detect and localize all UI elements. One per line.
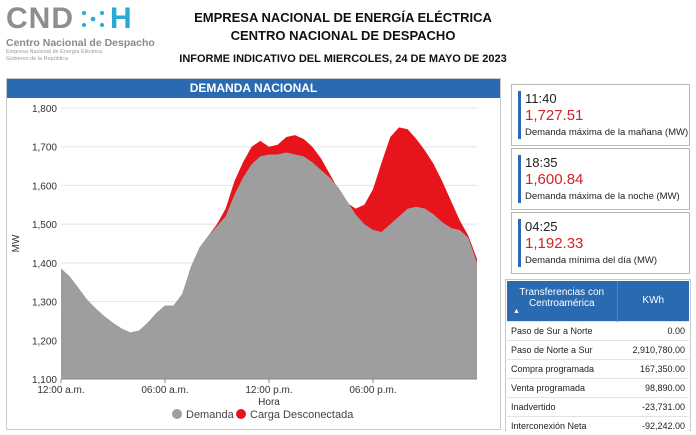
column-header-kwh[interactable]: KWh [616, 281, 689, 321]
report-date-title: INFORME INDICATIVO DEL MIERCOLES, 24 DE … [179, 53, 507, 65]
y-tick-label: 1,800 [32, 104, 57, 115]
y-tick-label: 1,300 [32, 298, 57, 309]
row-label: Inadvertido [507, 396, 617, 416]
card-label: Demanda mínima del día (MW) [525, 255, 657, 266]
legend-marker-carga [236, 409, 246, 419]
x-tick-label: 06:00 a.m. [141, 385, 188, 396]
cnd-logo: CND H Centro Nacional de Despacho Empres… [6, 4, 166, 68]
company-title: EMPRESA NACIONAL DE ENERGÍA ELÉCTRICA [194, 10, 492, 25]
row-value: 2,910,780.00 [617, 339, 689, 359]
logo-subtitle-2: Gobierno de la República [6, 56, 69, 62]
table-row: Venta programada 98,890.00 [507, 377, 689, 397]
logo-name: Centro Nacional de Despacho [6, 37, 155, 49]
x-tick-label: 06:00 p.m. [349, 385, 396, 396]
row-value: 167,350.00 [617, 358, 689, 378]
logo-h: H [110, 2, 133, 35]
y-tick-label: 1,100 [32, 375, 57, 386]
row-label: Paso de Sur a Norte [507, 320, 617, 340]
row-value: 0.00 [617, 320, 689, 340]
night-peak-card: 18:35 1,600.84 Demanda máxima de la noch… [511, 148, 690, 210]
row-label: Compra programada [507, 358, 617, 378]
logo-mark: CND H [6, 4, 166, 34]
chart-panel: DEMANDA NACIONAL 1,100 1,200 1,300 1,400 1,5… [6, 78, 501, 430]
y-tick-label: 1,400 [32, 259, 57, 270]
table-row: Paso de Norte a Sur 2,910,780.00 [507, 339, 689, 359]
card-value: 1,727.51 [525, 107, 584, 124]
x-tick-label: 12:00 p.m. [245, 385, 292, 396]
row-value: -92,242.00 [617, 415, 689, 435]
legend-label-demanda: Demanda [186, 409, 235, 421]
accent-bar [518, 219, 521, 267]
logo-letters: CND [6, 2, 74, 35]
card-value: 1,600.84 [525, 171, 584, 188]
logo-subtitle: Empresa Nacional de Energía Eléctrica [6, 49, 102, 55]
card-time: 18:35 [525, 155, 558, 170]
accent-bar [518, 91, 521, 139]
y-tick-label: 1,200 [32, 336, 57, 347]
x-axis-label: Hora [258, 397, 280, 408]
y-tick-label: 1,500 [32, 220, 57, 231]
card-label: Demanda máxima de la mañana (MW) [525, 127, 689, 138]
table-row: Compra programada 167,350.00 [507, 358, 689, 378]
column-header-transfers[interactable]: Transferencias con Centroamérica ▲ [507, 281, 617, 321]
triangle-up-icon: ▲ [513, 307, 520, 315]
card-time: 11:40 [525, 91, 557, 106]
morning-peak-card: 11:40 1,727.51 Demanda máxima de la maña… [511, 84, 690, 146]
card-label: Demanda máxima de la noche (MW) [525, 191, 680, 202]
demanda-area [61, 152, 477, 379]
demand-chart: 1,100 1,200 1,300 1,400 1,500 1,600 1,700 1,800… [11, 104, 477, 421]
y-tick-label: 1,600 [32, 181, 57, 192]
table-row: Paso de Sur a Norte 0.00 [507, 320, 689, 340]
transfers-table: Transferencias con Centroamérica ▲ KWh P… [507, 281, 689, 435]
row-label: Interconexión Neta [507, 415, 617, 435]
y-axis-label: MW [11, 234, 22, 252]
center-title: CENTRO NACIONAL DE DESPACHO [230, 28, 456, 43]
table-row: Interconexión Neta -92,242.00 [507, 415, 689, 435]
row-value: -23,731.00 [617, 396, 689, 416]
table-row: Inadvertido -23,731.00 [507, 396, 689, 416]
stars-icon [82, 11, 104, 27]
row-value: 98,890.00 [617, 377, 689, 397]
daily-min-card: 04:25 1,192.33 Demanda mínima del día (M… [511, 212, 690, 274]
row-label: Venta programada [507, 377, 617, 397]
legend-marker-demanda [172, 409, 182, 419]
card-time: 04:25 [525, 219, 558, 234]
y-tick-label: 1,700 [32, 143, 57, 154]
row-label: Paso de Norte a Sur [507, 339, 617, 359]
legend-label-carga: Carga Desconectada [250, 409, 354, 421]
chart-title: DEMANDA NACIONAL [7, 79, 500, 98]
accent-bar [518, 155, 521, 203]
x-tick-label: 12:00 a.m. [37, 385, 84, 396]
column-header-label: Transferencias con Centroamérica [519, 286, 605, 309]
card-value: 1,192.33 [525, 235, 584, 252]
